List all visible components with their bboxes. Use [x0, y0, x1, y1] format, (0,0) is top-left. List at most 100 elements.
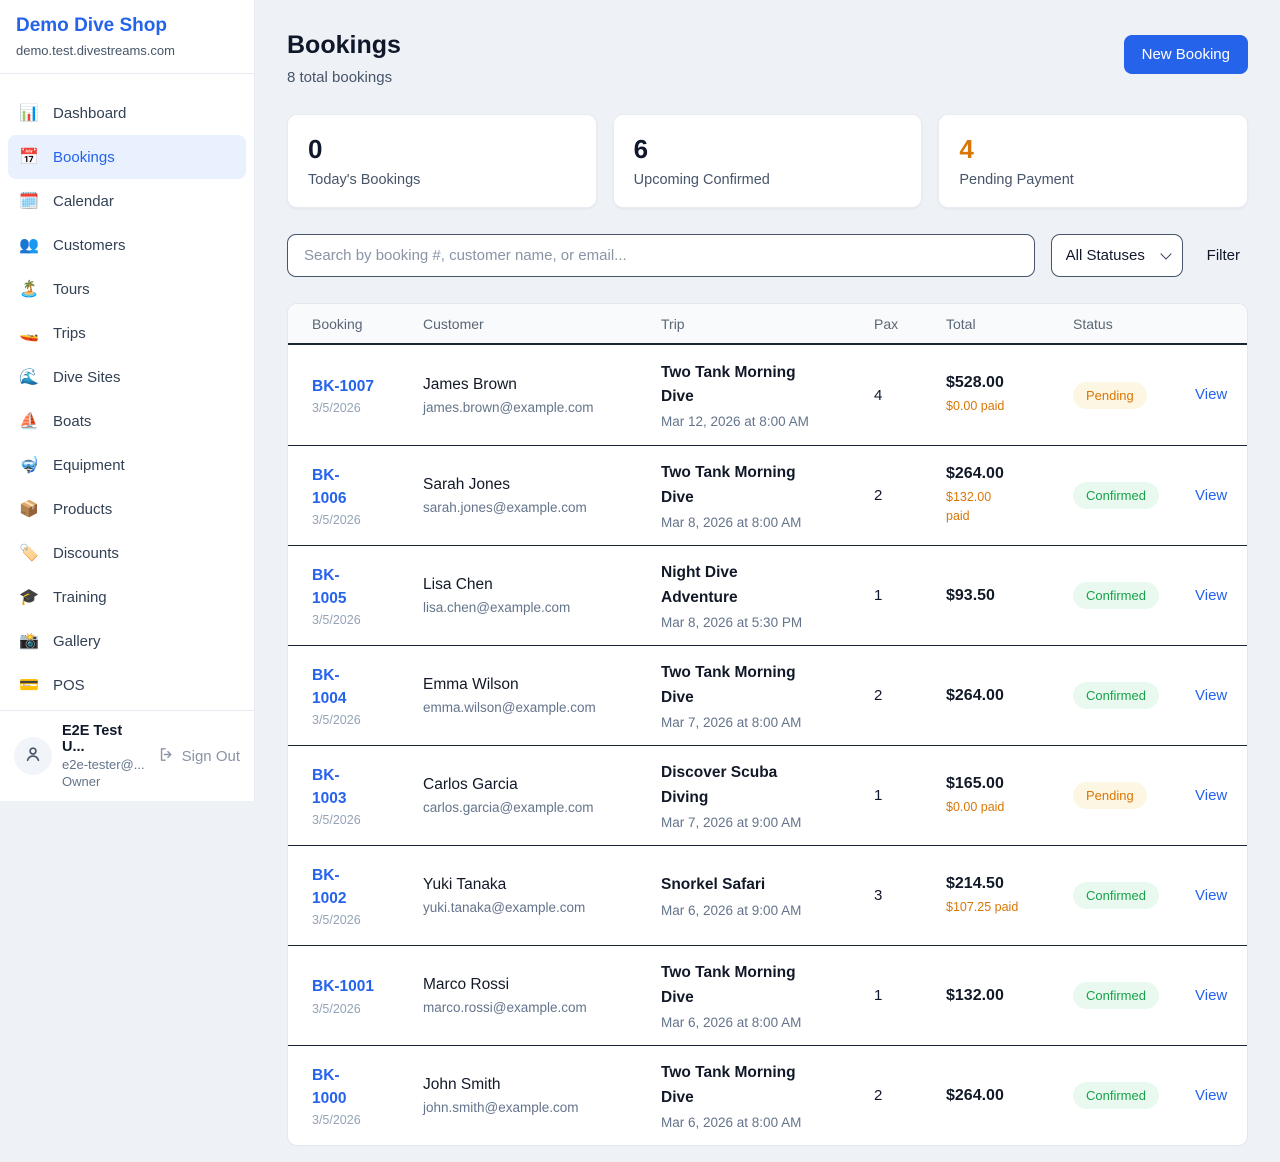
tours-icon: 🏝️ — [19, 281, 39, 298]
view-link[interactable]: View — [1195, 586, 1228, 604]
booking-id-link[interactable]: BK- 1006 — [312, 466, 347, 507]
status-badge: Confirmed — [1073, 1082, 1159, 1109]
total-amount: $93.50 — [946, 586, 995, 604]
customers-icon: 👥 — [19, 237, 39, 254]
stat-card-upcoming-confirmed: 6 Upcoming Confirmed — [612, 114, 923, 208]
customer-name: Sarah Jones — [423, 476, 511, 493]
page-subtitle: 8 total bookings — [287, 69, 393, 86]
status-cell: Pending — [1073, 782, 1195, 809]
booking-id-link[interactable]: BK- 1004 — [312, 666, 347, 707]
trip-name: Two Tank Morning Dive — [661, 664, 796, 706]
pax-value: 2 — [874, 687, 883, 704]
discounts-icon: 🏷️ — [19, 545, 39, 562]
total-amount: $165.00 — [946, 774, 1004, 792]
sidebar-item-equipment[interactable]: 🤿 Equipment — [8, 443, 246, 487]
booking-id-link[interactable]: BK- 1002 — [312, 866, 347, 907]
search-input[interactable] — [287, 234, 1035, 277]
total-cell: $264.00 $132.00 paid — [946, 465, 1073, 526]
booking-cell: BK- 1005 3/5/2026 — [312, 564, 423, 628]
customer-cell: Carlos Garcia carlos.garcia@example.com — [423, 776, 661, 815]
trip-cell: Night Dive Adventure Mar 8, 2026 at 5:30 … — [661, 561, 874, 629]
view-link[interactable]: View — [1195, 386, 1228, 403]
booking-id-link[interactable]: BK- 1003 — [312, 766, 347, 807]
dashboard-icon: 📊 — [19, 105, 39, 122]
booking-cell: BK- 1002 3/5/2026 — [312, 864, 423, 928]
booking-cell: BK- 1006 3/5/2026 — [312, 464, 423, 528]
sidebar-item-dive-sites[interactable]: 🌊 Dive Sites — [8, 355, 246, 399]
table-row: BK- 1002 3/5/2026 Yuki Tanaka yuki.tanaka@e… — [288, 845, 1247, 945]
booking-id-link[interactable]: BK- 1005 — [312, 566, 347, 607]
trip-datetime: Mar 6, 2026 at 9:00 AM — [661, 902, 802, 918]
sidebar-item-tours[interactable]: 🏝️ Tours — [8, 267, 246, 311]
sidebar-item-label: Discounts — [53, 544, 119, 562]
view-link[interactable]: View — [1195, 686, 1228, 704]
sidebar-item-dashboard[interactable]: 📊 Dashboard — [8, 91, 246, 135]
view-link[interactable]: View — [1195, 786, 1228, 804]
user-name: E2E Test U... — [62, 723, 123, 755]
total-cell: $165.00 $0.00 paid — [946, 775, 1073, 817]
trip-datetime: Mar 7, 2026 at 9:00 AM — [661, 814, 802, 830]
trip-datetime: Mar 6, 2026 at 8:00 AM — [661, 1014, 802, 1030]
sidebar-item-discounts[interactable]: 🏷️ Discounts — [8, 531, 246, 575]
booking-date: 3/5/2026 — [312, 401, 361, 416]
booking-cell: BK- 1003 3/5/2026 — [312, 764, 423, 828]
table-row: BK-1007 3/5/2026 James Brown james.brown@ex… — [288, 345, 1247, 445]
user-meta: E2E Test U... e2e-tester@... Owner — [62, 723, 148, 789]
pax-value: 3 — [874, 887, 883, 904]
person-icon — [23, 744, 43, 769]
controls-row: All Statuses Filter — [287, 234, 1248, 277]
customer-name: James Brown — [423, 375, 517, 393]
customer-email: lisa.chen@example.com — [423, 600, 571, 615]
trip-cell: Two Tank Morning Dive Mar 7, 2026 at 8:00… — [661, 661, 874, 729]
booking-id-link[interactable]: BK-1007 — [312, 377, 375, 395]
trip-name: Night Dive Adventure — [661, 564, 738, 606]
stat-value: 0 — [308, 134, 323, 164]
table-row: BK- 1005 3/5/2026 Lisa Chen lisa.chen@examp… — [288, 545, 1247, 645]
trip-datetime: Mar 7, 2026 at 8:00 AM — [661, 714, 802, 730]
sidebar-item-products[interactable]: 📦 Products — [8, 487, 246, 531]
status-badge: Confirmed — [1073, 982, 1159, 1009]
booking-cell: BK-1001 3/5/2026 — [312, 975, 423, 1015]
sidebar-item-label: POS — [53, 676, 85, 694]
new-booking-button[interactable]: New Booking — [1123, 35, 1248, 74]
view-link[interactable]: View — [1195, 486, 1228, 504]
booking-date: 3/5/2026 — [312, 913, 361, 928]
customer-cell: Yuki Tanaka yuki.tanaka@example.com — [423, 876, 661, 915]
booking-id-link[interactable]: BK- 1000 — [312, 1066, 347, 1107]
view-link[interactable]: View — [1195, 886, 1228, 904]
sidebar-item-gallery[interactable]: 📸 Gallery — [8, 619, 246, 663]
status-badge: Confirmed — [1073, 582, 1159, 609]
status-cell: Confirmed — [1073, 1082, 1195, 1109]
sign-out-button[interactable]: Sign Out — [158, 746, 240, 767]
status-badge: Confirmed — [1073, 682, 1159, 709]
view-link[interactable]: View — [1195, 986, 1228, 1004]
page-header: Bookings 8 total bookings New Booking — [287, 31, 1248, 86]
sidebar-item-label: Tours — [53, 280, 90, 298]
sidebar-item-pos[interactable]: 💳 POS — [8, 663, 246, 707]
training-icon: 🎓 — [19, 589, 39, 606]
column-header-customer: Customer — [423, 315, 484, 332]
status-filter-select[interactable]: All Statuses — [1050, 234, 1183, 277]
total-amount: $214.50 — [946, 874, 1004, 892]
customer-name: Lisa Chen — [423, 576, 493, 593]
user-email: e2e-tester@... — [62, 757, 145, 772]
booking-id-link[interactable]: BK-1001 — [312, 978, 375, 996]
sidebar-item-training[interactable]: 🎓 Training — [8, 575, 246, 619]
view-cell: View — [1195, 386, 1227, 404]
sign-out-icon — [158, 746, 175, 767]
sidebar-nav: 📊 Dashboard 📅 Bookings 🗓️ Calendar 👥 Customers 🏝… — [0, 74, 254, 710]
sidebar-item-calendar[interactable]: 🗓️ Calendar — [8, 179, 246, 223]
trip-name: Snorkel Safari — [661, 876, 766, 894]
bookings-icon: 📅 — [19, 149, 39, 166]
booking-date: 3/5/2026 — [312, 1001, 361, 1016]
sidebar-item-boats[interactable]: ⛵ Boats — [8, 399, 246, 443]
sidebar-item-customers[interactable]: 👥 Customers — [8, 223, 246, 267]
filter-button[interactable]: Filter — [1199, 247, 1248, 264]
paid-amount: $0.00 paid — [946, 399, 1005, 414]
paid-amount: $132.00 paid — [946, 490, 992, 523]
status-cell: Confirmed — [1073, 582, 1195, 609]
sidebar-item-trips[interactable]: 🚤 Trips — [8, 311, 246, 355]
customer-email: sarah.jones@example.com — [423, 500, 587, 515]
view-link[interactable]: View — [1195, 1086, 1228, 1104]
sidebar-item-bookings[interactable]: 📅 Bookings — [8, 135, 246, 179]
